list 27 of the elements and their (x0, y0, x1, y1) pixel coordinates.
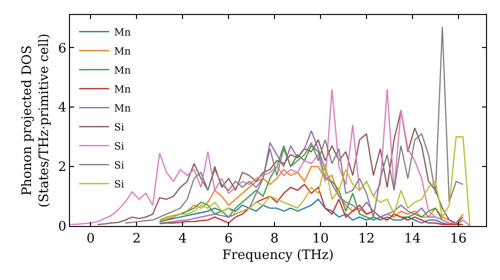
legend-label: Mn (114, 28, 132, 39)
y-axis-title: Phonon projected DOS (States/THz·primitive cell) (20, 33, 52, 208)
y-tick-label: 0 (58, 220, 66, 235)
x-axis-title: Frequency (THz) (222, 248, 334, 264)
x-tick-label: 14 (404, 232, 421, 247)
x-tick-label: 16 (450, 232, 467, 247)
legend-label: Mn (114, 84, 132, 96)
legend-label: Si (114, 142, 124, 153)
line-series (96, 110, 464, 226)
legend-label: Si (114, 122, 124, 134)
legend-label: Mn (114, 46, 132, 58)
x-tick-label: 12 (358, 232, 375, 247)
x-tick-label: 6 (224, 232, 233, 247)
legend-label: Si (114, 160, 124, 172)
y-tick-label: 4 (58, 100, 66, 116)
x-tick-label: 10 (312, 232, 329, 247)
x-tick-label: 8 (270, 232, 279, 247)
legend-label: Mn (114, 104, 132, 115)
line-series (159, 184, 464, 226)
x-tick-label: 4 (178, 232, 187, 247)
x-tick-label: 2 (132, 232, 141, 247)
x-tick-label: 0 (86, 232, 95, 247)
legend-label: Si (114, 180, 124, 191)
line-series (159, 166, 464, 224)
legend-label: Mn (114, 66, 132, 77)
y-tick-label: 2 (58, 160, 66, 176)
y-tick-label: 6 (58, 41, 66, 56)
